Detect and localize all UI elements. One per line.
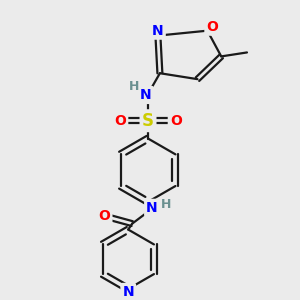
Text: N: N (140, 88, 152, 102)
Text: O: O (170, 114, 182, 128)
Text: H: H (129, 80, 140, 93)
Text: N: N (152, 24, 164, 38)
Text: O: O (206, 20, 218, 34)
Text: N: N (146, 201, 158, 215)
Text: N: N (122, 285, 134, 299)
Text: O: O (98, 209, 110, 223)
Text: H: H (160, 198, 171, 211)
Text: S: S (142, 112, 154, 130)
Text: O: O (114, 114, 126, 128)
